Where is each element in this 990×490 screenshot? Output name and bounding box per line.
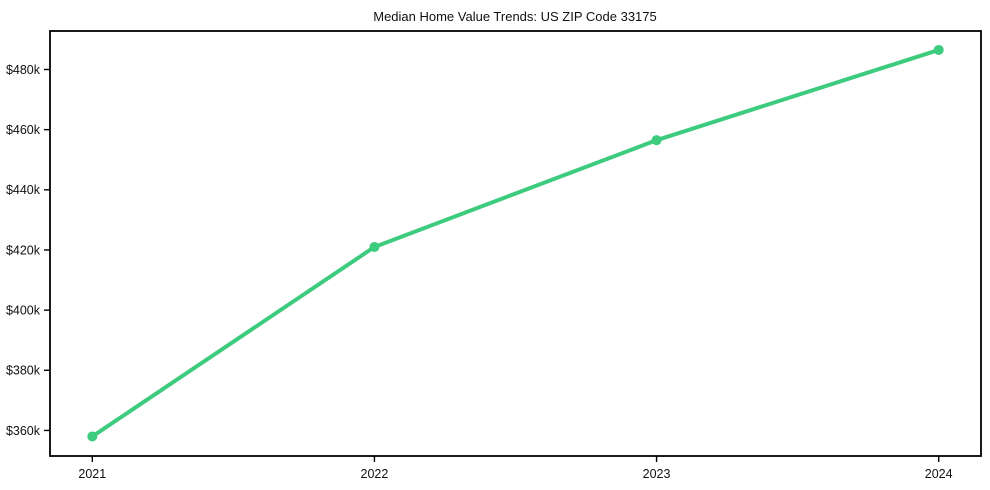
y-tick-label: $460k <box>6 123 41 137</box>
plot-frame <box>49 30 982 457</box>
x-tick-label: 2021 <box>78 467 106 481</box>
y-tick-label: $380k <box>6 364 41 378</box>
y-tick-label: $440k <box>6 183 41 197</box>
x-tick-label: 2022 <box>361 467 389 481</box>
data-point-marker <box>651 135 662 146</box>
x-tick-label: 2023 <box>643 467 671 481</box>
y-tick-label: $400k <box>6 303 41 317</box>
data-point-marker <box>933 44 944 55</box>
plot-layer: $360k $380k $400k $420k $440k $460k $480k 2021 2… <box>6 44 953 481</box>
data-point-marker <box>369 241 380 252</box>
chart-title: Median Home Value Trends: US ZIP Code 33… <box>373 9 657 24</box>
y-tick-label: $420k <box>6 243 41 257</box>
x-tick-label: 2024 <box>925 467 953 481</box>
trend-line <box>90 47 941 439</box>
y-tick-label: $360k <box>6 424 41 438</box>
y-tick-label: $480k <box>6 63 41 77</box>
data-point-marker <box>87 431 98 442</box>
